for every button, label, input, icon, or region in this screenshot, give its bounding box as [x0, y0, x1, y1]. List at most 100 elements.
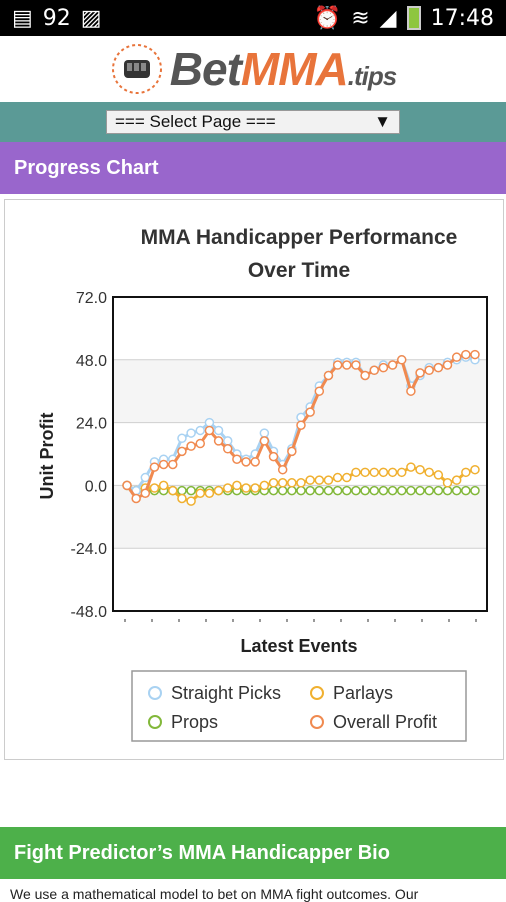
notification-count: 92	[42, 5, 71, 31]
data-point	[323, 370, 334, 381]
data-point	[296, 420, 306, 430]
y-tick-label: 24.0	[76, 416, 107, 433]
status-bar: ▤ 92 ▨ ⏰ ≋ ◢ 17:48	[0, 0, 506, 36]
data-point	[314, 475, 325, 485]
data-point	[369, 365, 380, 376]
data-point	[351, 360, 361, 370]
data-point	[131, 493, 141, 504]
data-point	[296, 478, 306, 488]
data-point	[149, 483, 160, 493]
y-tick-label: -24.0	[71, 541, 108, 558]
progress-chart-header: Progress Chart	[0, 142, 506, 194]
data-point	[396, 355, 407, 365]
data-point	[222, 444, 233, 454]
data-point	[415, 464, 425, 475]
data-point	[195, 488, 206, 498]
data-point	[277, 485, 288, 496]
image-icon: ▨	[80, 5, 102, 31]
data-point	[433, 470, 444, 480]
legend-label: Straight Picks	[171, 683, 281, 703]
data-point	[232, 480, 242, 491]
data-point	[259, 480, 270, 491]
data-point	[213, 485, 224, 496]
clock: 17:48	[430, 5, 494, 31]
bio-text: We use a mathematical model to bet on MM…	[10, 886, 419, 902]
data-point	[277, 464, 288, 475]
data-point	[323, 475, 334, 485]
data-point	[250, 457, 260, 467]
bio-section-title: Fight Predictor’s MMA Handicapper Bio	[14, 841, 390, 864]
data-point	[451, 485, 462, 496]
nav-bar: === Select Page === ▼	[0, 102, 506, 142]
series-parlays	[122, 462, 480, 506]
data-point	[369, 485, 380, 496]
data-point	[442, 478, 453, 488]
data-point	[342, 472, 352, 483]
chart-panel: MMA Handicapper Performance Over Time 72…	[4, 199, 504, 760]
data-point	[213, 425, 224, 436]
data-point	[342, 360, 352, 370]
data-point	[305, 475, 315, 485]
data-point	[396, 467, 407, 478]
legend-label: Parlays	[333, 683, 393, 703]
data-point	[406, 386, 416, 396]
data-point	[433, 485, 444, 496]
data-point	[378, 485, 389, 496]
logo-mma: MMA	[240, 43, 349, 95]
site-logo[interactable]: BetMMA.tips	[110, 42, 397, 96]
data-point	[268, 478, 279, 488]
status-right: ⏰ ≋ ◢ 17:48	[314, 6, 494, 31]
data-point	[415, 368, 425, 378]
data-point	[168, 485, 178, 496]
data-point	[470, 349, 480, 360]
series-overall-profit	[122, 349, 480, 504]
alarm-icon: ⏰	[313, 5, 342, 31]
data-point	[305, 485, 315, 496]
y-tick-label: 48.0	[76, 353, 107, 370]
performance-chart: MMA Handicapper Performance Over Time 72…	[37, 226, 488, 742]
y-tick-label: 0.0	[85, 478, 107, 495]
data-point	[186, 496, 196, 506]
data-point	[122, 480, 132, 491]
data-point	[387, 467, 398, 478]
data-point	[250, 483, 260, 493]
data-point	[241, 457, 251, 467]
data-point	[268, 485, 279, 496]
data-point	[451, 475, 462, 485]
data-point	[332, 360, 343, 370]
data-point	[424, 365, 434, 376]
data-point	[387, 360, 398, 370]
data-point	[287, 446, 297, 457]
data-point	[259, 436, 270, 446]
data-point	[470, 485, 480, 496]
site-header: BetMMA.tips	[0, 36, 506, 102]
page-select[interactable]: === Select Page === ▼	[106, 110, 400, 134]
data-point	[424, 467, 434, 478]
legend-item-straight-picks: Straight Picks	[148, 683, 281, 703]
y-tick-label: -48.0	[71, 604, 108, 621]
data-point	[140, 472, 151, 483]
data-point	[323, 485, 334, 496]
data-point	[424, 485, 434, 496]
fist-logo-icon	[111, 44, 162, 94]
data-point	[351, 485, 361, 496]
battery-icon	[406, 6, 421, 30]
data-point	[406, 485, 416, 496]
data-point	[360, 467, 370, 478]
data-point	[406, 462, 416, 472]
plot-area: 72.0 48.0 24.0 0.0 -24.0 -48.0	[71, 290, 488, 622]
data-point	[222, 436, 233, 446]
data-point	[186, 485, 196, 496]
logo-text: BetMMA.tips	[170, 42, 397, 96]
data-point	[287, 485, 297, 496]
data-point	[186, 441, 196, 451]
data-point	[351, 467, 361, 478]
data-point	[433, 362, 444, 373]
signal-icon: ◢	[379, 5, 397, 31]
data-point	[177, 485, 187, 496]
data-point	[415, 485, 425, 496]
legend-label: Overall Profit	[333, 712, 437, 732]
y-tick-label: 72.0	[76, 290, 107, 307]
legend-marker	[148, 715, 162, 729]
data-point	[360, 485, 370, 496]
